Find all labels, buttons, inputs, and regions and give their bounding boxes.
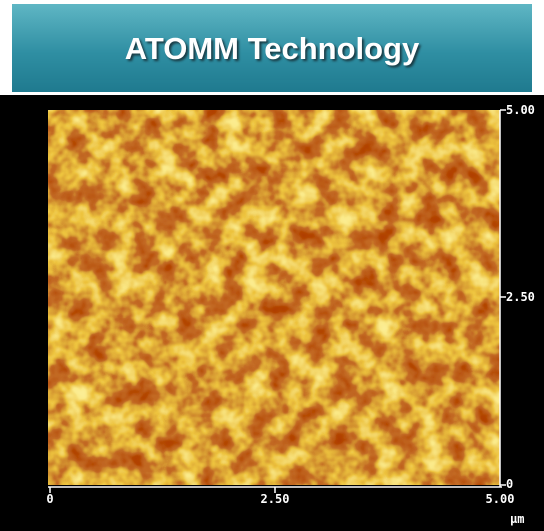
x-tick-label: 0 <box>46 492 53 506</box>
y-tick-label: 0 <box>506 477 513 491</box>
afm-image <box>48 110 500 485</box>
y-tick-label: 5.00 <box>506 103 535 117</box>
x-tick-label: 2.50 <box>261 492 290 506</box>
header: ATOMM Technology <box>12 4 532 92</box>
x-unit: μm <box>510 512 524 526</box>
afm-panel: 5.00 2.50 0 0 2.50 5.00 μm <box>0 95 544 531</box>
y-tick-label: 2.50 <box>506 290 535 304</box>
page: ATOMM Technology <box>0 0 544 531</box>
x-tick-label: 5.00 <box>486 492 515 506</box>
title: ATOMM Technology <box>12 31 532 67</box>
